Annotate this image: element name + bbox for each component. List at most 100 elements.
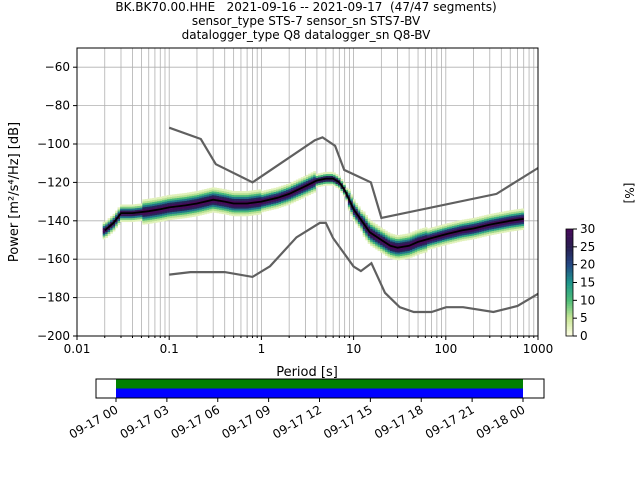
heatmap-cell <box>268 200 272 203</box>
heatmap-cell <box>481 221 485 224</box>
y-tick-label: −120 <box>37 175 70 189</box>
heatmap-cell <box>295 185 299 188</box>
heatmap-cell <box>464 236 468 239</box>
heatmap-cell <box>409 232 413 235</box>
heatmap-cell <box>367 220 371 223</box>
y-tick-label: −60 <box>45 60 70 74</box>
heatmap-cell <box>402 238 406 241</box>
heatmap-cell <box>506 212 510 215</box>
heatmap-cell <box>290 201 294 204</box>
heatmap-cell <box>238 210 242 213</box>
timeline-tick-label: 09-18 00 <box>474 402 528 441</box>
heatmap-cell <box>362 211 366 214</box>
heatmap-cell <box>172 196 175 199</box>
heatmap-cell <box>253 189 257 193</box>
heatmap-cell <box>298 180 302 183</box>
heatmap-cell <box>489 225 492 228</box>
heatmap-cell <box>122 204 126 207</box>
heatmap-cell <box>484 228 487 231</box>
heatmap-cell <box>241 208 245 211</box>
heatmap-cell <box>157 199 160 202</box>
heatmap-cell <box>422 235 425 238</box>
heatmap-cell <box>229 205 232 208</box>
heatmap-cell <box>370 240 373 243</box>
heatmap-cell <box>372 243 376 246</box>
heatmap-cell <box>179 210 183 214</box>
heatmap-cell <box>184 194 188 198</box>
heatmap-cell <box>112 213 116 217</box>
heatmap-cell <box>256 210 260 213</box>
heatmap-cell <box>466 224 470 227</box>
heatmap-cell <box>152 219 156 222</box>
heatmap-cell <box>105 233 108 236</box>
heatmap-cell <box>258 189 262 192</box>
heatmap-cell <box>449 237 453 241</box>
heatmap-cell <box>451 235 455 238</box>
heatmap-cell <box>251 196 255 199</box>
heatmap-cell <box>256 212 260 215</box>
heatmap-cell <box>124 216 128 219</box>
heatmap-cell <box>476 232 480 235</box>
heatmap-cell <box>149 206 153 209</box>
heatmap-cell <box>211 200 215 203</box>
heatmap-cell <box>214 202 217 206</box>
heatmap-cell <box>456 228 460 231</box>
heatmap-cell <box>256 195 260 198</box>
heatmap-cell <box>392 247 396 250</box>
heatmap-cell <box>471 229 475 232</box>
heatmap-cell <box>278 186 282 189</box>
x-axis: 0.01 0.1 1 10 100 1000 <box>64 336 553 356</box>
colorbar-segment <box>566 309 573 312</box>
heatmap-cell <box>276 191 279 194</box>
heatmap-cell <box>459 224 463 227</box>
heatmap-cell <box>194 197 198 200</box>
heatmap-cell <box>424 242 428 245</box>
heatmap-cell <box>417 229 421 232</box>
heatmap-cell <box>268 206 272 209</box>
heatmap-cell <box>209 201 212 204</box>
heatmap-cell <box>137 217 141 220</box>
heatmap-cell <box>476 230 480 233</box>
heatmap-cell <box>132 215 136 219</box>
heatmap-cell <box>219 205 222 208</box>
timeline-band-availability <box>116 379 523 389</box>
heatmap-cell <box>147 200 151 203</box>
heatmap-cell <box>424 232 428 236</box>
heatmap-cell <box>508 225 512 228</box>
heatmap-cell <box>295 198 299 202</box>
heatmap-cell <box>102 221 106 224</box>
heatmap-cell <box>201 203 205 206</box>
heatmap-cell <box>394 242 398 245</box>
heatmap-cell <box>303 189 307 192</box>
heatmap-cell <box>323 183 326 186</box>
heatmap-cell <box>355 216 359 219</box>
heatmap-cell <box>233 214 237 217</box>
colorbar-label: [%] <box>622 183 636 204</box>
heatmap-cell <box>201 212 205 215</box>
heatmap-cell <box>271 201 274 205</box>
heatmap-cell <box>285 195 289 198</box>
heatmap-cell <box>248 206 252 209</box>
heatmap-cell <box>444 237 448 240</box>
heatmap-cell <box>362 219 366 222</box>
heatmap-cell <box>432 230 435 234</box>
heatmap-cell <box>362 230 366 233</box>
heatmap-cell <box>243 210 247 213</box>
heatmap-cell <box>169 210 173 213</box>
heatmap-cell <box>493 232 497 235</box>
heatmap-cell <box>253 211 257 214</box>
heatmap-cell <box>506 214 510 217</box>
heatmap-cell <box>456 232 460 235</box>
heatmap-cell <box>454 225 458 228</box>
heatmap-cell <box>382 246 386 249</box>
heatmap-cell <box>295 194 299 198</box>
heatmap-cell <box>122 206 126 209</box>
heatmap-cell <box>402 251 406 254</box>
heatmap-cell <box>419 247 423 251</box>
heatmap-cell <box>330 181 334 184</box>
heatmap-cell <box>432 238 435 241</box>
heatmap-cell <box>290 181 294 185</box>
heatmap-cell <box>375 243 378 246</box>
heatmap-cell <box>204 192 208 196</box>
heatmap-cell <box>105 229 108 233</box>
